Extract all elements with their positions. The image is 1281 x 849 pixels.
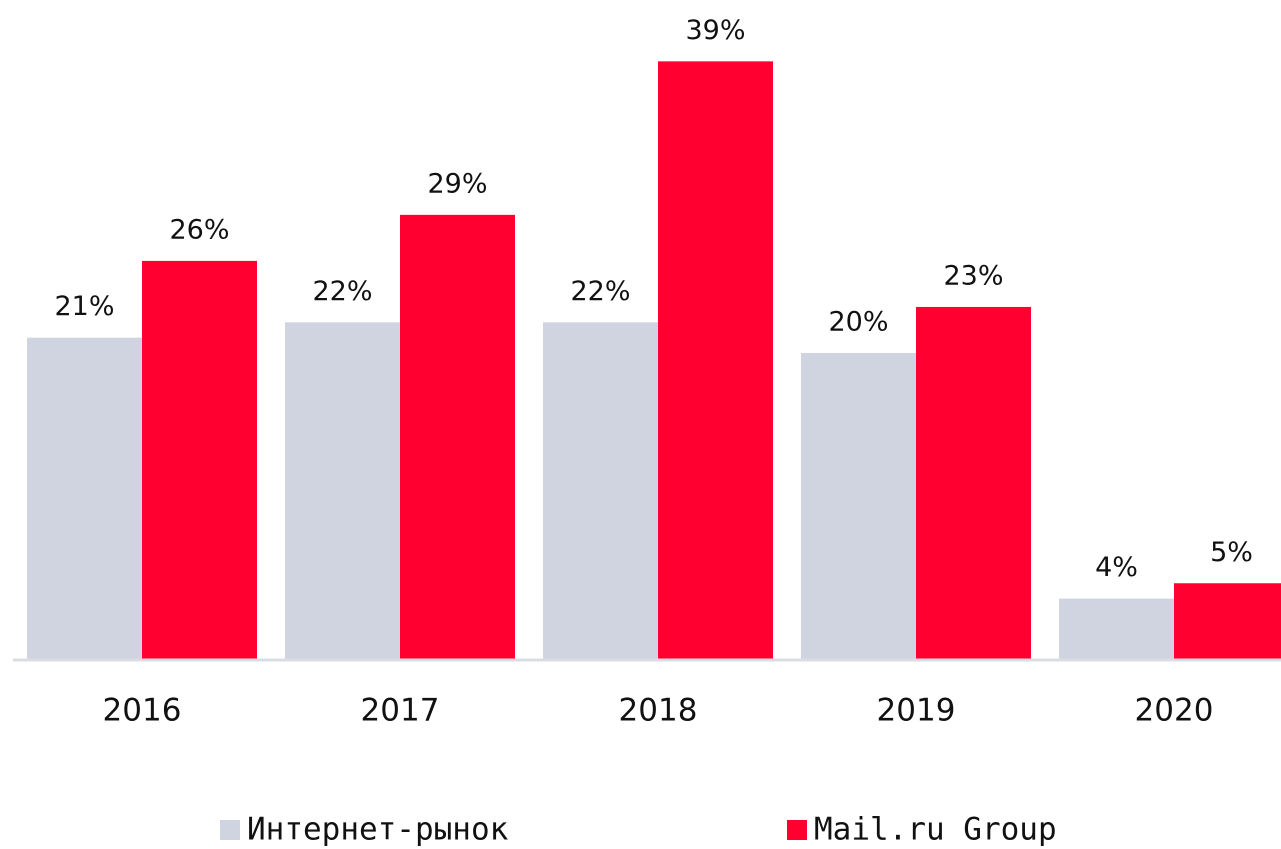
legend-swatch [220, 820, 240, 840]
value-label: 26% [169, 214, 229, 245]
value-label: 22% [570, 276, 630, 307]
value-label: 29% [427, 168, 487, 199]
value-label: 20% [828, 307, 888, 338]
legend-label: Mail.ru Group [814, 812, 1057, 848]
value-label: 4% [1095, 552, 1138, 583]
value-label: 21% [54, 291, 114, 322]
value-label: 23% [943, 260, 1003, 291]
bar [658, 61, 773, 661]
legend-swatch [787, 820, 807, 840]
bar [1174, 583, 1281, 660]
x-tick-label: 2018 [619, 693, 698, 729]
x-tick-label: 2016 [103, 693, 182, 729]
bar [285, 322, 400, 660]
x-tick-label: 2020 [1135, 693, 1214, 729]
x-tick-label: 2019 [877, 693, 956, 729]
bar [1059, 598, 1174, 660]
bar [400, 214, 515, 660]
bar [543, 322, 658, 660]
bar [142, 260, 257, 660]
bar [27, 337, 142, 660]
bar [916, 306, 1031, 660]
value-label: 22% [312, 276, 372, 307]
bar [801, 353, 916, 660]
value-label: 5% [1210, 537, 1253, 568]
x-tick-label: 2017 [361, 693, 440, 729]
value-label: 39% [685, 15, 745, 46]
legend-label: Интернет-рынок [247, 812, 509, 848]
